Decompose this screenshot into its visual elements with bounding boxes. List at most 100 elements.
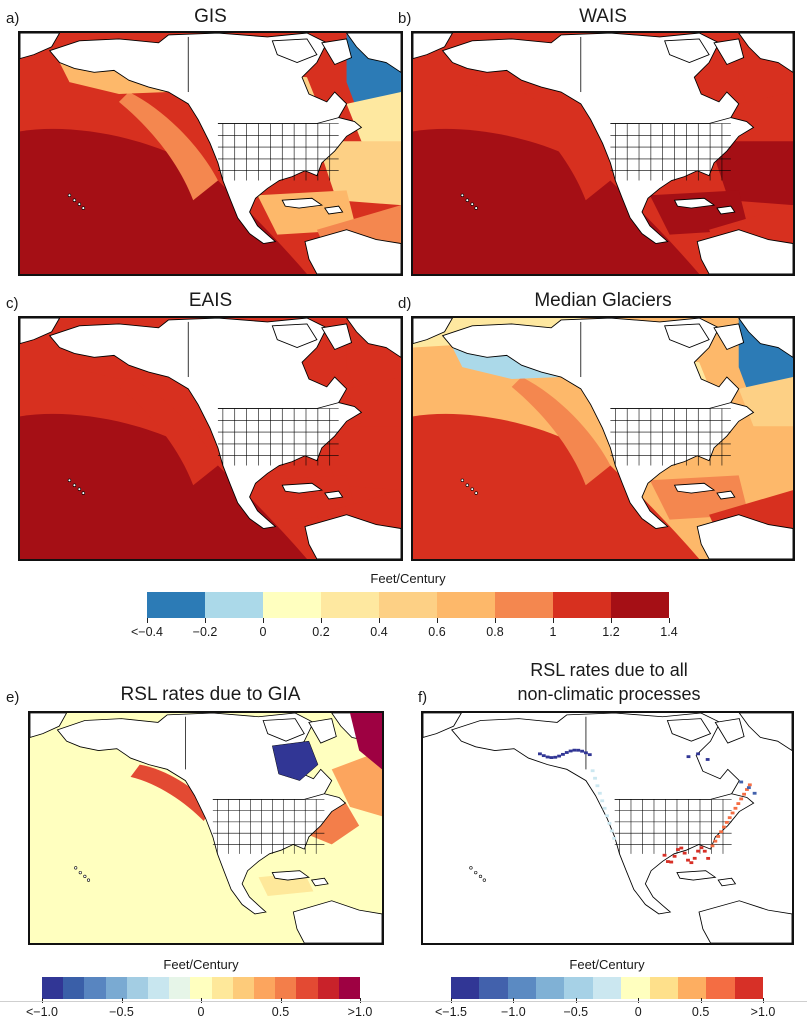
- map-b-border: [610, 117, 731, 124]
- map-d-ocean-california-coast: [511, 377, 611, 486]
- map-d-island: [474, 491, 478, 495]
- main-colorbar-tick-label: 0.6: [428, 625, 446, 639]
- gia-colorbar-swatch: [232, 977, 255, 999]
- nonclimatic-colorbar-swatch: [592, 977, 622, 999]
- map-f-station-gulf: [665, 860, 670, 863]
- map-panel-f: [421, 711, 794, 945]
- map-a-island: [72, 198, 77, 202]
- gia-colorbar-swatch: [63, 977, 85, 999]
- nonclimatic-colorbar: [451, 977, 763, 999]
- map-f-station-alaska: [584, 751, 588, 755]
- map-e-land: [292, 900, 382, 943]
- map-a-ocean-california-coast: [118, 92, 218, 201]
- map-d-land: [673, 482, 716, 494]
- panel-e-letter: e): [6, 689, 20, 706]
- main-colorbar-tick-label: <−0.4: [131, 625, 163, 639]
- nonclimatic-colorbar-tick-label: −1.0: [501, 1005, 526, 1019]
- map-d-land: [716, 490, 736, 500]
- map-e-svg: [30, 713, 382, 943]
- panel-b-title: WAIS: [579, 6, 627, 27]
- gia-colorbar: [42, 977, 361, 999]
- map-c-land: [346, 318, 401, 358]
- map-a-land: [271, 38, 318, 63]
- map-f-station-gulf: [682, 851, 687, 855]
- map-f-station-east: [710, 844, 715, 848]
- main-colorbar-tick-mark: [321, 618, 322, 623]
- map-e-island: [86, 878, 91, 882]
- map-a-land: [346, 33, 401, 73]
- map-b-land: [716, 205, 736, 215]
- main-colorbar-swatch: [437, 592, 495, 618]
- nonclimatic-colorbar-tick-mark: [451, 998, 452, 1003]
- map-f-station-pnw: [590, 769, 595, 773]
- map-b-ocean-labrador: [738, 92, 793, 152]
- map-a-ocean-central-pacific: [20, 128, 307, 274]
- map-f-station-east: [747, 783, 752, 787]
- map-f-land: [423, 713, 462, 738]
- map-f-station-alaska: [580, 749, 585, 753]
- main-colorbar-tick-label: 1.2: [602, 625, 620, 639]
- map-b-island: [474, 206, 478, 210]
- map-d-island: [470, 487, 474, 491]
- map-f-station-alaska: [557, 754, 562, 758]
- map-c-ocean-central-pacific: [20, 413, 307, 559]
- map-f-land: [666, 718, 712, 742]
- map-panel-e: [28, 711, 384, 945]
- map-a-land: [304, 229, 401, 274]
- gia-colorbar-swatch: [317, 977, 339, 999]
- map-f-station-alaska: [553, 755, 558, 759]
- map-f-station-alaska: [568, 749, 573, 753]
- gia-colorbar-swatch: [338, 977, 361, 999]
- gia-colorbar-swatch: [105, 977, 127, 999]
- map-f-station-alaska: [541, 754, 546, 758]
- nonclimatic-colorbar-swatch: [507, 977, 537, 999]
- map-panel-a: [18, 31, 403, 276]
- panel-d-title: Median Glaciers: [534, 290, 672, 311]
- map-f-station-alaska: [576, 748, 581, 752]
- map-c-island: [77, 487, 82, 491]
- map-e-ocean-alaska-coast: [130, 764, 213, 821]
- gia-colorbar-label: Feet/Century: [163, 957, 239, 972]
- map-f-land: [698, 900, 792, 943]
- nonclimatic-colorbar-swatch: [479, 977, 508, 999]
- map-f-station-labrador: [746, 786, 751, 790]
- map-f-station-east: [736, 802, 741, 805]
- map-e-land: [56, 713, 347, 915]
- map-f-station-pnw: [605, 814, 609, 818]
- map-panel-b: [411, 31, 795, 276]
- map-f-station-alaska: [564, 751, 569, 754]
- map-d-svg: [413, 318, 793, 559]
- panel-c-title: EAIS: [188, 290, 233, 311]
- map-a-land: [321, 38, 353, 66]
- map-f-island: [469, 866, 473, 870]
- main-colorbar-swatch: [553, 592, 611, 618]
- map-f-land: [714, 718, 745, 744]
- panel-e-title: RSL rates due to GIA: [120, 684, 301, 705]
- map-f-station-pnw: [609, 829, 614, 833]
- nonclimatic-colorbar-swatch: [734, 977, 763, 999]
- main-colorbar-swatch: [205, 592, 263, 618]
- map-b-land: [696, 229, 793, 274]
- main-colorbar-tick-label: 0.4: [370, 625, 388, 639]
- map-b-land: [664, 38, 710, 63]
- main-colorbar-swatch: [263, 592, 321, 618]
- map-f-station-gulf: [696, 849, 700, 853]
- map-f-station-alaska: [538, 752, 542, 756]
- nonclimatic-colorbar-tick-label: 0.5: [691, 1005, 710, 1019]
- map-f-station-hudson: [686, 755, 691, 759]
- map-b-land: [673, 197, 716, 209]
- map-f-station-gulf: [672, 854, 677, 858]
- gia-colorbar-tick-label: −0.5: [109, 1005, 134, 1019]
- map-c-land: [281, 482, 324, 494]
- gia-colorbar-swatch: [169, 977, 191, 999]
- map-f-station-east: [716, 835, 721, 838]
- map-b-land: [713, 38, 745, 66]
- map-f-station-gulf: [686, 858, 690, 862]
- map-d-land: [713, 323, 745, 351]
- main-colorbar: [147, 592, 669, 618]
- map-f-station-labrador: [739, 780, 744, 784]
- map-d-land: [696, 514, 793, 559]
- gia-colorbar-swatch: [190, 977, 212, 999]
- gia-colorbar-swatch: [211, 977, 233, 999]
- nonclimatic-colorbar-tick-mark: [575, 998, 577, 1003]
